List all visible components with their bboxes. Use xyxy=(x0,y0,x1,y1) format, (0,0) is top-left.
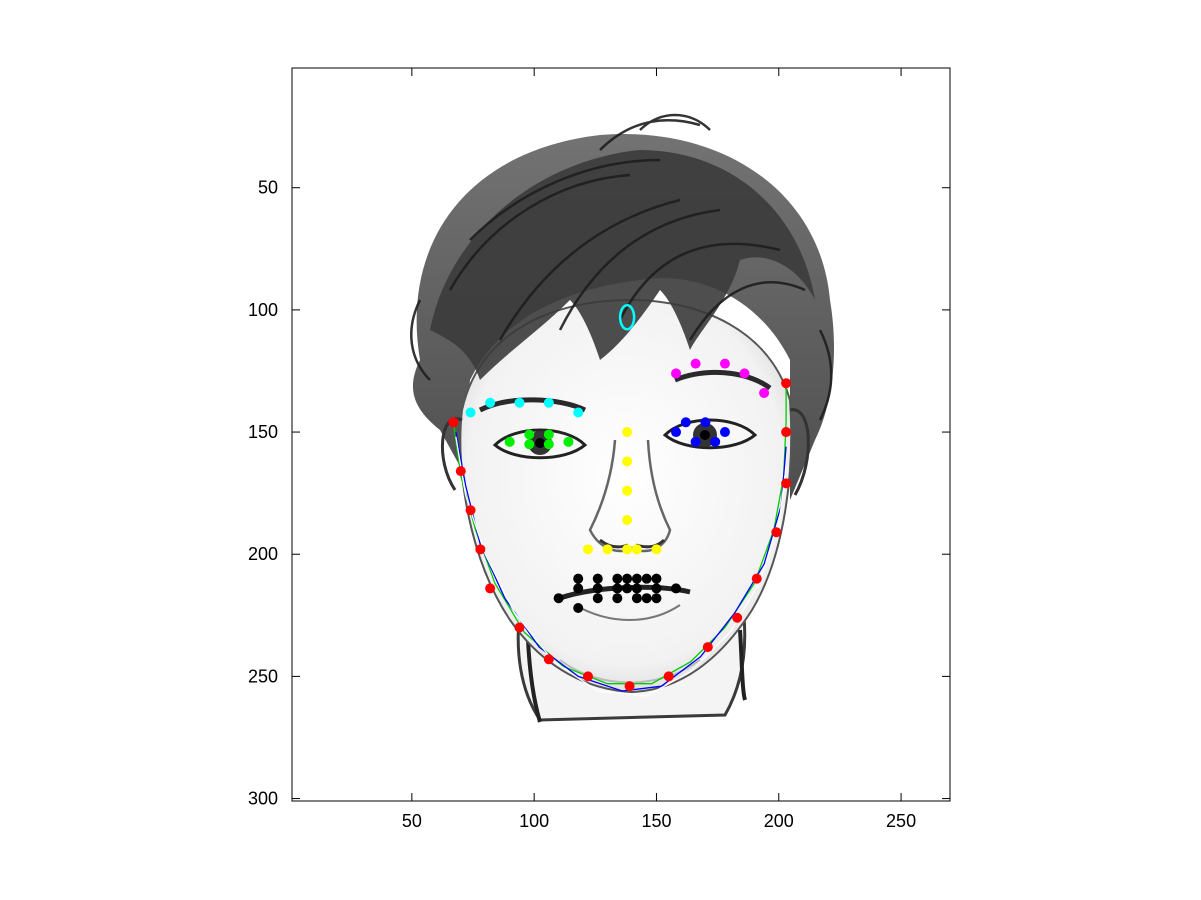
landmark-point-s0-p16 xyxy=(781,378,792,389)
landmark-point-s6-p12 xyxy=(651,583,662,594)
landmark-point-s1-p2 xyxy=(514,397,525,408)
landmark-point-s5-p0 xyxy=(622,427,633,438)
landmark-point-s2-p1 xyxy=(690,358,701,369)
landmark-point-s4-p3 xyxy=(719,427,730,438)
landmark-point-s0-p14 xyxy=(781,478,792,489)
landmark-point-s6-p2 xyxy=(612,573,623,584)
x-tick-label: 250 xyxy=(886,811,916,831)
landmark-point-s0-p11 xyxy=(732,612,743,623)
landmark-point-s6-p16 xyxy=(612,593,623,604)
landmark-point-s6-p20 xyxy=(573,602,584,613)
landmark-point-s6-p1 xyxy=(592,573,603,584)
y-tick-label: 300 xyxy=(248,789,278,809)
landmark-point-s2-p4 xyxy=(759,387,770,398)
landmark-point-s3-p1 xyxy=(524,429,535,440)
landmark-point-s1-p0 xyxy=(465,407,476,418)
axis-ticks xyxy=(292,68,950,801)
landmark-point-s6-p10 xyxy=(622,583,633,594)
landmark-point-s6-p0 xyxy=(573,573,584,584)
landmark-point-s0-p2 xyxy=(465,505,476,516)
y-tick-label: 50 xyxy=(258,178,278,198)
landmark-point-s0-p9 xyxy=(663,671,674,682)
landmark-point-s7-p0 xyxy=(618,303,636,331)
landmark-point-s2-p3 xyxy=(739,368,750,379)
x-tick-label: 50 xyxy=(402,811,422,831)
y-tick-label: 150 xyxy=(248,422,278,442)
landmark-points xyxy=(448,303,792,692)
landmark-point-s6-p11 xyxy=(631,583,642,594)
landmark-point-s5-p8 xyxy=(651,544,662,555)
landmark-point-s4-p4 xyxy=(690,436,701,447)
axes-frame xyxy=(291,67,951,802)
axis-tick-labels: 50 100 150 200 250 50 100 150 200 250 300 xyxy=(248,178,916,831)
landmark-point-s1-p4 xyxy=(573,407,584,418)
landmark-point-s2-p0 xyxy=(671,368,682,379)
landmark-point-s1-p1 xyxy=(485,397,496,408)
x-tick-label: 150 xyxy=(641,811,671,831)
landmark-point-s0-p13 xyxy=(771,527,782,538)
landmark-point-s6-p18 xyxy=(641,593,652,604)
landmark-point-s6-p8 xyxy=(592,583,603,594)
landmark-point-s5-p6 xyxy=(622,544,633,555)
landmark-point-s6-p3 xyxy=(622,573,633,584)
landmark-point-s5-p5 xyxy=(602,544,613,555)
landmark-point-s6-p15 xyxy=(592,593,603,604)
landmark-point-s0-p8 xyxy=(624,681,635,692)
y-tick-label: 200 xyxy=(248,544,278,564)
landmark-point-s0-p1 xyxy=(455,466,466,477)
landmark-point-s6-p9 xyxy=(612,583,623,594)
landmark-point-s6-p7 xyxy=(573,583,584,594)
landmark-point-s0-p4 xyxy=(485,583,496,594)
landmark-point-s4-p0 xyxy=(671,427,682,438)
landmark-point-s4-p5 xyxy=(710,436,721,447)
face-sketch-image xyxy=(410,113,835,723)
landmark-point-s0-p3 xyxy=(475,544,486,555)
landmark-point-s6-p14 xyxy=(553,593,564,604)
landmark-point-s3-p5 xyxy=(543,439,554,450)
landmark-point-s1-p3 xyxy=(543,397,554,408)
landmark-point-s6-p19 xyxy=(651,593,662,604)
x-tick-label: 100 xyxy=(519,811,549,831)
landmark-point-s0-p6 xyxy=(543,654,554,665)
landmark-point-s3-p4 xyxy=(524,439,535,450)
landmark-point-s3-p2 xyxy=(543,429,554,440)
contour-curve-2 xyxy=(455,436,787,697)
landmark-point-s0-p12 xyxy=(751,573,762,584)
x-tick-label: 200 xyxy=(764,811,794,831)
landmark-point-s0-p15 xyxy=(781,427,792,438)
landmark-point-s5-p4 xyxy=(582,544,593,555)
landmark-point-s6-p6 xyxy=(651,573,662,584)
landmark-point-s3-p0 xyxy=(504,436,515,447)
landmark-point-s0-p10 xyxy=(702,642,713,653)
landmark-point-s5-p2 xyxy=(622,485,633,496)
landmark-point-s0-p0 xyxy=(448,417,459,428)
landmark-point-s5-p3 xyxy=(622,515,633,526)
landmark-point-s4-p1 xyxy=(680,417,691,428)
landmark-point-s3-p3 xyxy=(563,436,574,447)
landmark-point-s6-p17 xyxy=(631,593,642,604)
y-tick-label: 100 xyxy=(248,300,278,320)
landmark-point-s6-p13 xyxy=(671,583,682,594)
landmark-point-s2-p2 xyxy=(719,358,730,369)
landmark-point-s4-p2 xyxy=(700,417,711,428)
y-tick-label: 250 xyxy=(248,666,278,686)
landmark-point-s6-p4 xyxy=(631,573,642,584)
landmark-point-s0-p5 xyxy=(514,622,525,633)
landmark-point-s6-p5 xyxy=(641,573,652,584)
landmark-point-s5-p1 xyxy=(622,456,633,467)
landmark-point-s5-p7 xyxy=(631,544,642,555)
landmark-point-s0-p7 xyxy=(582,671,593,682)
